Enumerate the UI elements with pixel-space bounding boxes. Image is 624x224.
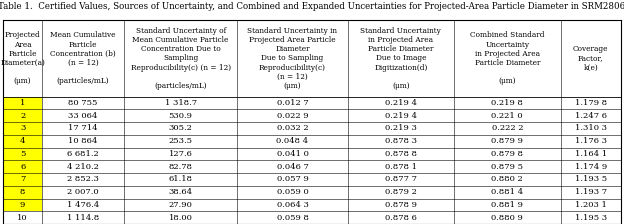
Text: 0.012 7: 0.012 7	[276, 99, 308, 107]
Bar	[3, 160, 621, 173]
Bar	[3, 160, 42, 173]
Bar	[3, 148, 621, 160]
Text: 6 681.2: 6 681.2	[67, 150, 99, 158]
Text: 1.193 7: 1.193 7	[575, 188, 607, 196]
Text: 33 064: 33 064	[68, 112, 98, 120]
Text: 1.164 1: 1.164 1	[575, 150, 607, 158]
Text: 2 007.0: 2 007.0	[67, 188, 99, 196]
Text: 530.9: 530.9	[168, 112, 193, 120]
Bar	[3, 20, 621, 97]
Text: 1.176 3: 1.176 3	[575, 137, 607, 145]
Text: 1 476.4: 1 476.4	[67, 201, 99, 209]
Text: 38.64: 38.64	[168, 188, 193, 196]
Text: 4 210.2: 4 210.2	[67, 163, 99, 171]
Text: 80 755: 80 755	[68, 99, 98, 107]
Text: 10 864: 10 864	[68, 137, 98, 145]
Bar	[3, 109, 621, 122]
Text: 0.878 1: 0.878 1	[385, 163, 417, 171]
Text: 127.6: 127.6	[168, 150, 193, 158]
Text: 0.881 9: 0.881 9	[491, 201, 524, 209]
Bar	[3, 186, 621, 198]
Text: 0.879 8: 0.879 8	[491, 150, 524, 158]
Bar	[3, 198, 42, 211]
Text: Combined Standard
Uncertainty
in Projected Area
Particle Diameter

(μm): Combined Standard Uncertainty in Project…	[470, 31, 545, 85]
Text: 0.878 3: 0.878 3	[385, 137, 417, 145]
Text: 0.880 9: 0.880 9	[491, 214, 523, 222]
Text: 0.880 2: 0.880 2	[491, 175, 523, 183]
Text: 3: 3	[20, 125, 26, 132]
Text: Standard Uncertainty
in Projected Area
Particle Diameter
Due to Image
Digitizati: Standard Uncertainty in Projected Area P…	[361, 27, 441, 90]
Bar	[3, 198, 621, 211]
Text: 1.203 1: 1.203 1	[575, 201, 607, 209]
Text: Standard Uncertainty in
Projected Area Particle
Diameter
Due to Sampling
Reprodu: Standard Uncertainty in Projected Area P…	[248, 27, 338, 90]
Text: 0.879 9: 0.879 9	[491, 137, 524, 145]
Text: 1.193 5: 1.193 5	[575, 175, 607, 183]
Text: 1 114.8: 1 114.8	[67, 214, 99, 222]
Text: 305.2: 305.2	[168, 125, 193, 132]
Bar	[3, 122, 42, 135]
Text: 7: 7	[20, 175, 26, 183]
Text: 0.881 4: 0.881 4	[491, 188, 524, 196]
Text: 0.041 0: 0.041 0	[276, 150, 308, 158]
Text: Coverage
Factor,
k(e): Coverage Factor, k(e)	[573, 45, 608, 72]
Text: 4: 4	[20, 137, 26, 145]
Text: 0.046 7: 0.046 7	[276, 163, 308, 171]
Text: 0.059 8: 0.059 8	[276, 214, 308, 222]
Text: Projected
Area
Particle
Diameter(a)

(μm): Projected Area Particle Diameter(a) (μm)	[0, 31, 45, 85]
Text: 253.5: 253.5	[168, 137, 193, 145]
Text: 0.879 5: 0.879 5	[491, 163, 524, 171]
Text: 0.878 9: 0.878 9	[385, 201, 417, 209]
Text: 5: 5	[20, 150, 26, 158]
Text: 27.90: 27.90	[168, 201, 193, 209]
Text: 1.195 3: 1.195 3	[575, 214, 607, 222]
Text: Table 1.  Certified Values, Sources of Uncertainty, and Combined and Expanded Un: Table 1. Certified Values, Sources of Un…	[0, 2, 624, 11]
Text: 0.878 8: 0.878 8	[385, 150, 417, 158]
Text: 1.179 8: 1.179 8	[575, 99, 607, 107]
Text: 0.057 9: 0.057 9	[276, 175, 308, 183]
Text: Standard Uncertainty of
Mean Cumulative Particle
Concentration Due to
Sampling
R: Standard Uncertainty of Mean Cumulative …	[130, 27, 231, 90]
Text: 8: 8	[20, 188, 26, 196]
Text: 0.221 0: 0.221 0	[492, 112, 523, 120]
Bar	[3, 97, 42, 109]
Text: 0.877 7: 0.877 7	[385, 175, 417, 183]
Text: 6: 6	[20, 163, 25, 171]
Text: 2: 2	[20, 112, 25, 120]
Text: 0.219 4: 0.219 4	[385, 99, 417, 107]
Bar	[3, 109, 42, 122]
Bar	[3, 173, 42, 186]
Bar	[3, 97, 621, 109]
Text: 0.059 0: 0.059 0	[276, 188, 308, 196]
Text: 1.310 3: 1.310 3	[575, 125, 607, 132]
Text: 1: 1	[20, 99, 26, 107]
Text: 1.247 6: 1.247 6	[575, 112, 607, 120]
Text: 10: 10	[17, 214, 28, 222]
Text: 0.022 9: 0.022 9	[276, 112, 308, 120]
Text: 0.064 3: 0.064 3	[276, 201, 308, 209]
Bar	[3, 122, 621, 135]
Bar	[3, 186, 42, 198]
Text: 0.048 4: 0.048 4	[276, 137, 308, 145]
Text: 2 852.3: 2 852.3	[67, 175, 99, 183]
Bar	[3, 135, 621, 148]
Text: 82.78: 82.78	[168, 163, 193, 171]
Text: 0.879 2: 0.879 2	[385, 188, 417, 196]
Text: 0.219 4: 0.219 4	[385, 112, 417, 120]
Text: 0.219 8: 0.219 8	[491, 99, 523, 107]
Text: 1 318.7: 1 318.7	[165, 99, 197, 107]
Bar	[3, 135, 42, 148]
Text: 1.174 9: 1.174 9	[575, 163, 607, 171]
Text: Mean Cumulative
Particle
Concentration (b)
(n = 12)

(particles/mL): Mean Cumulative Particle Concentration (…	[50, 31, 116, 85]
Bar	[3, 211, 621, 224]
Text: 0.222 2: 0.222 2	[492, 125, 523, 132]
Bar	[3, 148, 42, 160]
Text: 18.00: 18.00	[168, 214, 193, 222]
Text: 0.032 2: 0.032 2	[276, 125, 308, 132]
Text: 9: 9	[20, 201, 26, 209]
Text: 61.18: 61.18	[168, 175, 193, 183]
Bar	[3, 173, 621, 186]
Text: 17 714: 17 714	[68, 125, 98, 132]
Text: 0.219 3: 0.219 3	[385, 125, 417, 132]
Text: 0.878 6: 0.878 6	[385, 214, 417, 222]
